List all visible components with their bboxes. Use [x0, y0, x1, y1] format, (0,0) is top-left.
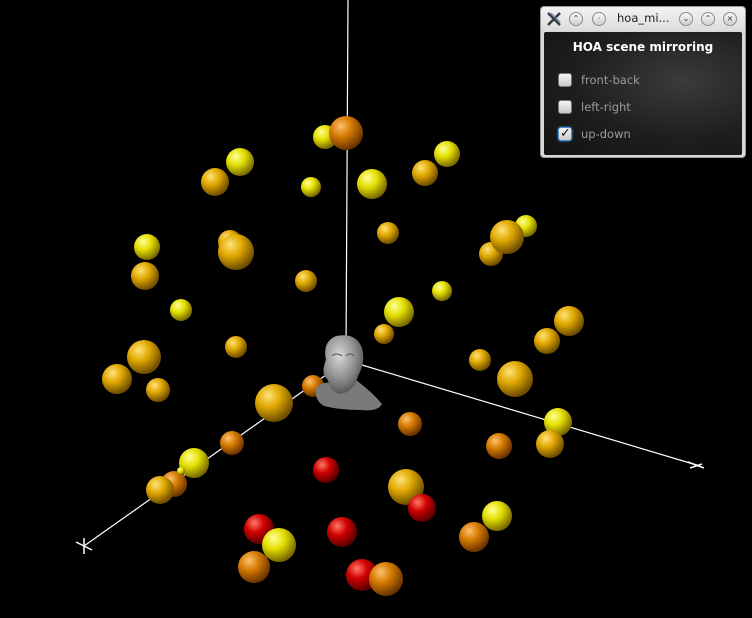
sphere: [226, 148, 254, 176]
sphere: [146, 476, 174, 504]
left-right-checkbox[interactable]: [558, 100, 572, 114]
sphere: [497, 361, 533, 397]
sphere: [357, 169, 387, 199]
sphere: [225, 336, 247, 358]
sphere: [534, 328, 560, 354]
minimize-icon[interactable]: ⌄: [679, 12, 693, 26]
sphere: [412, 160, 438, 186]
sphere: [327, 517, 357, 547]
front-back-checkbox[interactable]: [558, 73, 572, 87]
sphere: [490, 220, 524, 254]
sphere: [301, 177, 321, 197]
shade-up-icon[interactable]: ⌃: [569, 12, 583, 26]
sphere: [218, 234, 254, 270]
sphere: [536, 430, 564, 458]
sphere: [201, 168, 229, 196]
sphere: [102, 364, 132, 394]
sphere: [469, 349, 491, 371]
sphere: [131, 262, 159, 290]
sphere: [262, 528, 296, 562]
x-axis-line: [351, 361, 701, 467]
sphere: [377, 222, 399, 244]
sphere: [134, 234, 160, 260]
x-axis-end-marker: [687, 461, 705, 469]
front-back-label: front-back: [581, 73, 640, 87]
mirroring-panel: HOA scene mirroring front-back left-righ…: [544, 32, 742, 155]
sphere: [544, 408, 572, 436]
checkmark-icon: ✓: [560, 126, 571, 141]
up-down-label: up-down: [581, 127, 631, 141]
sphere: [482, 501, 512, 531]
sticky-dot-icon[interactable]: ·: [592, 12, 606, 26]
sphere: [255, 384, 293, 422]
sphere: [554, 306, 584, 336]
sphere: [398, 412, 422, 436]
left-right-label: left-right: [581, 100, 631, 114]
close-icon[interactable]: ×: [723, 12, 737, 26]
sphere: [177, 467, 185, 475]
x-app-icon[interactable]: [546, 11, 562, 27]
panel-title: HOA scene mirroring: [572, 40, 714, 54]
sphere: [127, 340, 161, 374]
sphere-cloud: [102, 116, 584, 596]
sphere: [459, 522, 489, 552]
sphere: [432, 281, 452, 301]
sphere: [170, 299, 192, 321]
sphere: [384, 297, 414, 327]
sphere: [146, 378, 170, 402]
sphere: [434, 141, 460, 167]
sphere: [295, 270, 317, 292]
up-down-checkbox[interactable]: ✓: [558, 126, 572, 141]
sphere: [486, 433, 512, 459]
sphere: [329, 116, 363, 150]
z-axis-line: [345, 0, 349, 353]
sphere: [374, 324, 394, 344]
sphere: [238, 551, 270, 583]
y-axis-end-marker: [75, 538, 93, 554]
sphere: [408, 494, 436, 522]
sphere: [179, 448, 209, 478]
sphere: [313, 457, 339, 483]
listener-head-model: [315, 335, 382, 411]
hoa-mirroring-window[interactable]: ⌃ · hoa_mi... ⌄ ⌃ × HOA scene mirroring …: [540, 6, 746, 158]
window-titlebar[interactable]: ⌃ · hoa_mi... ⌄ ⌃ ×: [541, 7, 745, 31]
sphere: [369, 562, 403, 596]
sphere: [220, 431, 244, 455]
maximize-icon[interactable]: ⌃: [701, 12, 715, 26]
window-title: hoa_mi...: [617, 11, 670, 25]
